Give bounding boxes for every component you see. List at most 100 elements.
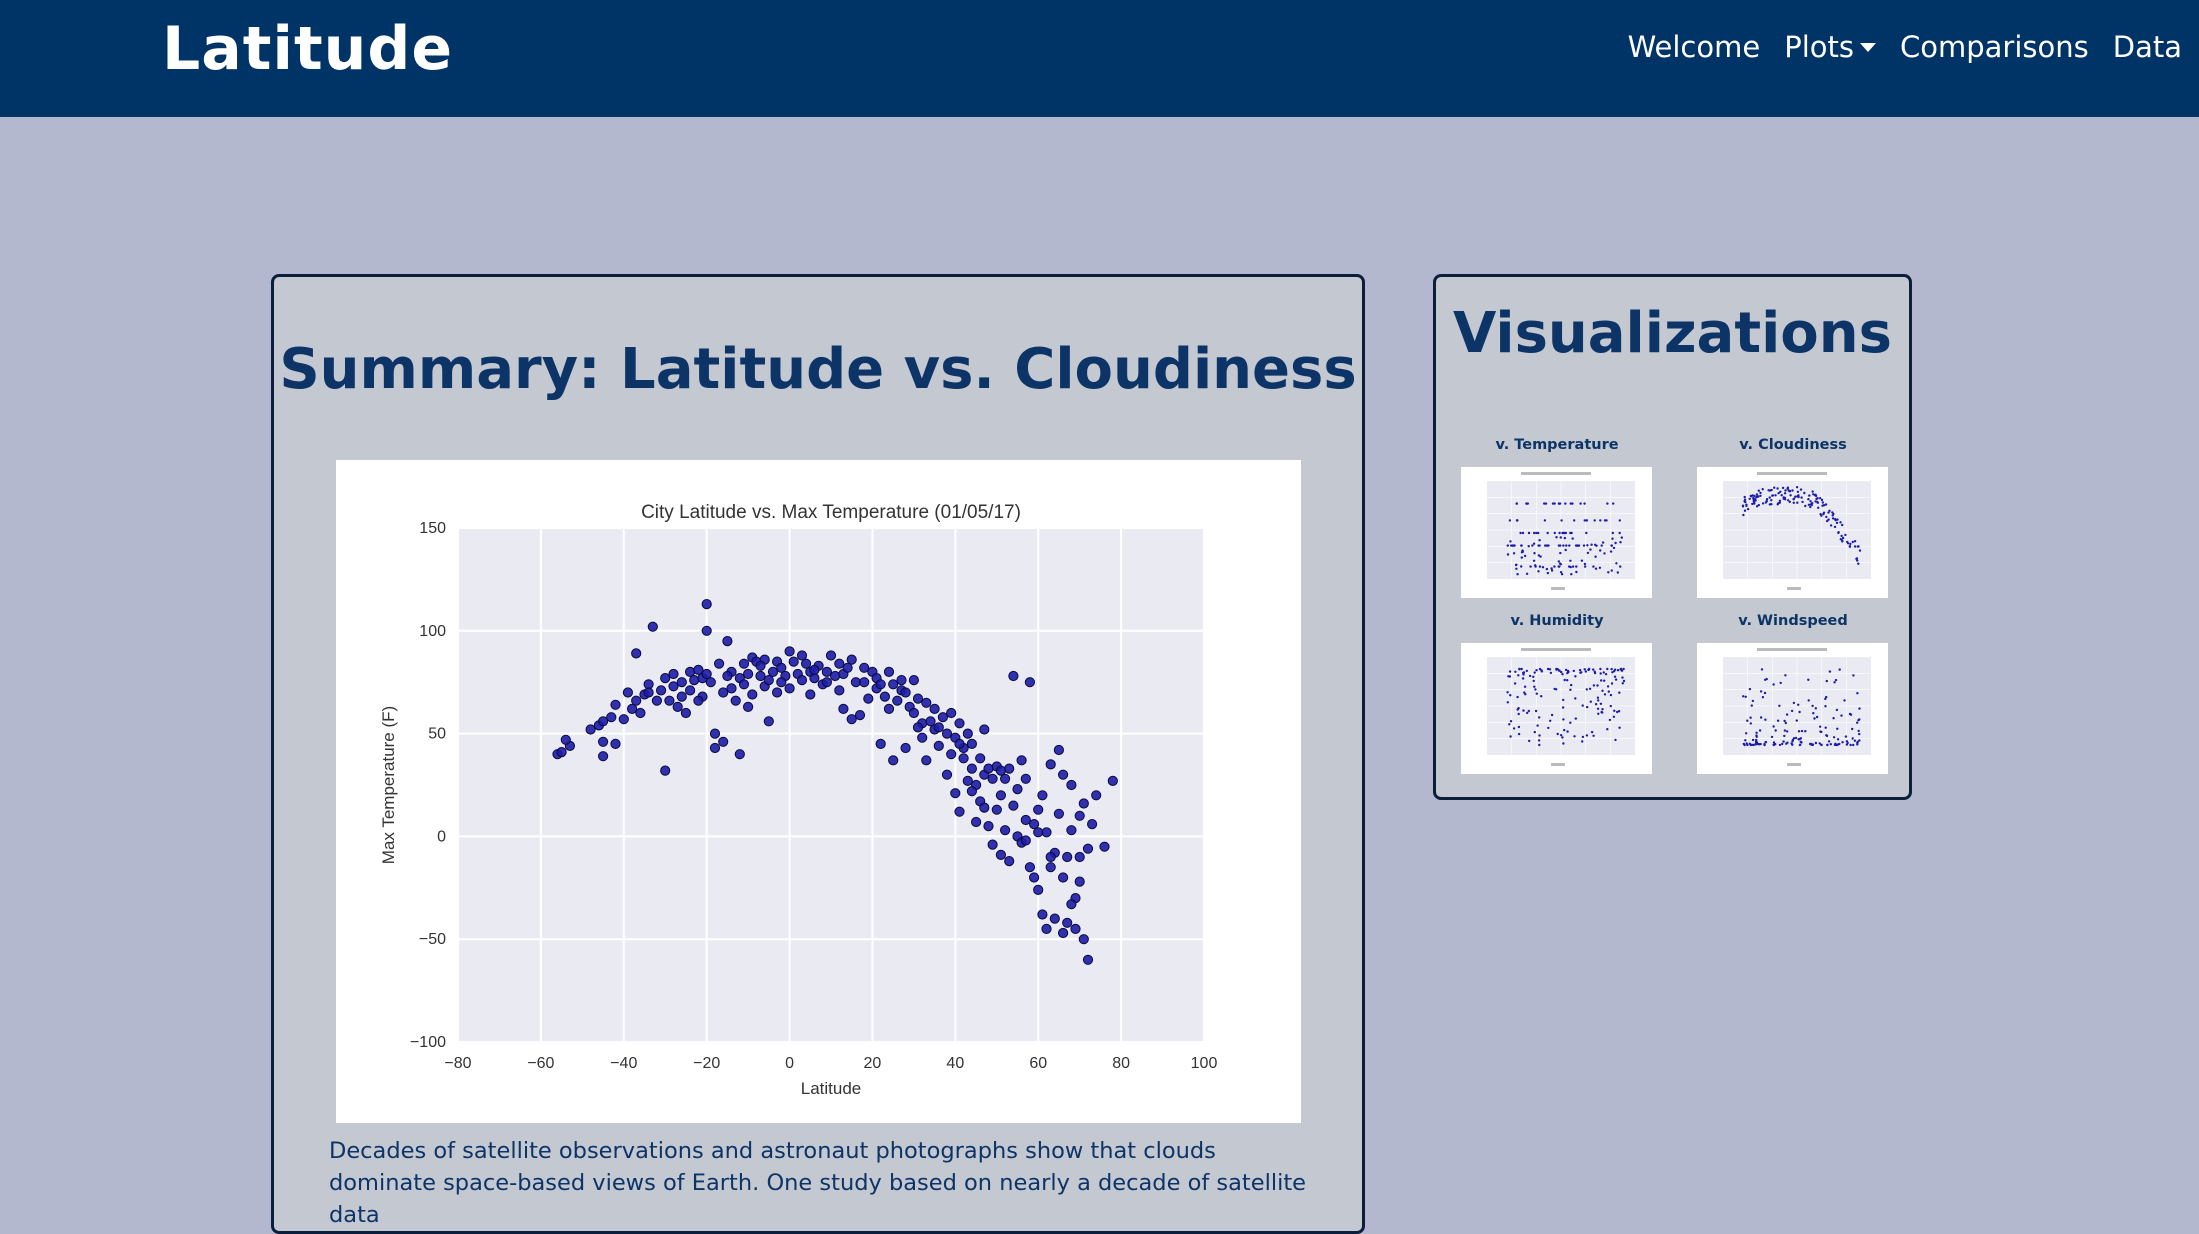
thumb-point	[1827, 511, 1830, 514]
data-point	[859, 677, 870, 688]
thumb-point	[1765, 498, 1769, 501]
thumb-point	[1596, 684, 1599, 687]
thumb-point	[1589, 548, 1592, 551]
thumb-point	[1755, 495, 1759, 498]
thumb-point	[1755, 493, 1759, 496]
thumb-point	[1825, 679, 1828, 683]
thumb-point	[1515, 502, 1518, 505]
thumb-point	[1795, 719, 1798, 722]
thumb-point	[1618, 691, 1621, 694]
data-point	[983, 821, 994, 832]
data-point	[610, 699, 621, 710]
thumb-point	[1743, 509, 1747, 512]
thumb-humidity[interactable]	[1461, 643, 1652, 774]
nav-link-plots-dropdown[interactable]: Plots	[1784, 30, 1876, 64]
thumb-point	[1523, 554, 1527, 558]
thumb-point	[1615, 562, 1618, 565]
thumb-point	[1803, 491, 1806, 495]
data-point	[834, 658, 845, 669]
thumb-point	[1753, 494, 1756, 498]
thumb-point	[1791, 743, 1794, 746]
thumb-point	[1857, 719, 1860, 722]
thumb-xlabel-bar	[1787, 763, 1801, 766]
data-point	[1004, 856, 1015, 867]
data-point	[962, 775, 973, 786]
thumb-point	[1827, 740, 1831, 743]
thumb-temperature[interactable]	[1461, 467, 1652, 598]
thumb-point	[1824, 726, 1827, 729]
data-point	[776, 662, 787, 673]
thumb-point	[1583, 562, 1587, 566]
data-point	[1008, 670, 1019, 682]
nav-link-data[interactable]: Data	[2112, 30, 2182, 64]
thumb-point	[1581, 704, 1584, 707]
thumb-point	[1840, 534, 1843, 538]
thumb-point	[1856, 559, 1859, 562]
data-point	[755, 670, 766, 682]
data-point	[912, 722, 924, 733]
thumb-point	[1551, 502, 1555, 505]
thumb-point	[1559, 551, 1562, 555]
thumb-point	[1814, 500, 1817, 503]
nav-link-comparisons[interactable]: Comparisons	[1900, 30, 2089, 64]
thumb-point	[1531, 544, 1534, 547]
brand-link[interactable]: Latitude	[162, 14, 454, 84]
thumb-point	[1613, 709, 1616, 712]
thumb-point	[1600, 679, 1603, 682]
thumb-point	[1620, 536, 1623, 539]
thumb-point	[1594, 555, 1597, 558]
data-point	[631, 648, 642, 659]
thumb-point	[1621, 676, 1624, 679]
data-point	[1066, 899, 1077, 910]
thumb-point	[1517, 712, 1520, 716]
nav-link-welcome[interactable]: Welcome	[1627, 30, 1761, 64]
thumb-point	[1557, 502, 1561, 505]
data-point	[875, 738, 886, 749]
thumb-point	[1519, 531, 1522, 535]
thumb-point	[1778, 501, 1781, 504]
data-point	[1029, 819, 1040, 830]
thumb-point	[1778, 743, 1782, 747]
thumb-point	[1759, 494, 1762, 497]
thumb-points	[1506, 502, 1623, 576]
thumb-point	[1831, 517, 1835, 520]
data-point	[971, 816, 982, 828]
thumb-xlabel-bar	[1551, 587, 1565, 590]
thumb-windspeed[interactable]	[1697, 643, 1888, 774]
thumb-point	[1523, 685, 1527, 688]
data-point	[937, 712, 949, 723]
thumb-point	[1773, 486, 1776, 489]
thumb-point	[1534, 688, 1537, 691]
thumb-point	[1586, 551, 1590, 555]
thumb-point	[1569, 531, 1572, 535]
thumb-point	[1761, 488, 1764, 491]
thumb-cloudiness[interactable]	[1697, 467, 1888, 598]
thumb-point	[1562, 531, 1566, 535]
thumb-point	[1772, 741, 1776, 744]
thumb-point	[1619, 541, 1622, 544]
thumb-point	[1608, 718, 1612, 722]
thumb-point	[1831, 514, 1834, 517]
thumb-point	[1832, 717, 1835, 720]
thumb-point	[1570, 683, 1573, 687]
data-point	[668, 681, 679, 692]
thumb-point	[1856, 692, 1859, 695]
thumb-point	[1759, 716, 1763, 719]
thumb-point	[1528, 739, 1531, 743]
y-tick-label: 0	[437, 828, 446, 845]
summary-text: Decades of satellite observations and as…	[329, 1138, 1307, 1228]
thumb-point	[1506, 701, 1509, 704]
y-tick-label: 100	[419, 623, 446, 640]
data-point	[933, 722, 944, 733]
thumb-point	[1570, 573, 1573, 576]
thumb-point	[1532, 679, 1535, 683]
thumb-point	[1792, 501, 1795, 504]
data-point	[701, 668, 712, 680]
thumb-point	[1777, 492, 1780, 495]
thumb-point	[1517, 732, 1521, 736]
data-point	[664, 695, 675, 706]
thumb-point	[1609, 550, 1613, 553]
thumb-point	[1545, 544, 1548, 547]
thumb-point	[1825, 695, 1828, 699]
data-point	[941, 769, 953, 780]
